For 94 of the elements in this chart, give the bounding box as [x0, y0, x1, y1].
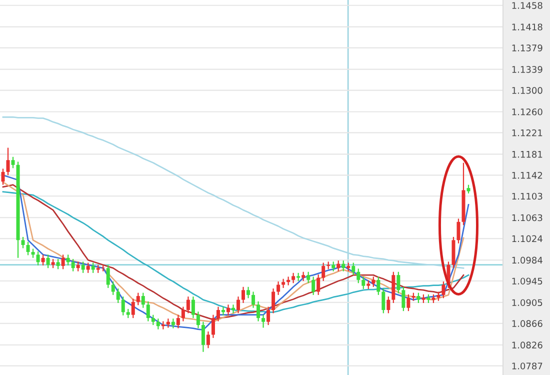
candlestick [262, 314, 266, 328]
y-tick-label: 1.1063 [512, 214, 542, 222]
y-tick-label: 1.0984 [512, 256, 542, 264]
candlestick [242, 286, 246, 304]
candlestick [236, 296, 240, 314]
candlestick [56, 258, 60, 270]
y-tick-label: 1.1221 [512, 129, 542, 136]
candlestick [226, 304, 230, 316]
candlestick [352, 262, 356, 276]
candlestick [196, 311, 200, 329]
candlestick [6, 147, 10, 176]
candlestick [31, 248, 35, 258]
candlestick [386, 296, 390, 314]
candlestick [201, 321, 205, 352]
candlestick [166, 318, 170, 328]
candlestick [396, 271, 400, 294]
candlestick [176, 314, 180, 329]
candlestick [372, 276, 376, 288]
candlestick [266, 306, 270, 326]
candlestick [336, 260, 340, 272]
candlestick [191, 296, 195, 319]
candlestick [121, 296, 125, 316]
candlestick [211, 314, 215, 338]
candlestick [436, 291, 440, 302]
candlestick [382, 288, 386, 314]
candlestick [41, 254, 45, 266]
candlestick [306, 271, 310, 284]
candlestick [406, 294, 410, 312]
y-tick-label: 1.0787 [512, 362, 542, 370]
candlestick [456, 218, 460, 244]
candlestick [402, 286, 406, 312]
candlestick [376, 276, 380, 296]
y-tick-label: 1.1458 [512, 2, 542, 9]
candlestick [342, 260, 346, 272]
candlestick [131, 298, 135, 319]
candlestick [256, 300, 260, 322]
y-tick-label: 1.1300 [512, 86, 542, 94]
candlestick [171, 318, 175, 329]
candlestick [141, 292, 145, 308]
candlestick [21, 236, 25, 249]
y-tick-label: 1.1260 [512, 108, 542, 116]
candlestick [181, 306, 185, 322]
candlestick [71, 258, 75, 272]
candlestick [442, 280, 446, 299]
candlestick [111, 280, 115, 296]
candlestick [362, 276, 366, 290]
y-tick-label: 1.0866 [512, 320, 542, 327]
y-tick-label: 1.1024 [512, 235, 542, 242]
candlestick [246, 286, 250, 299]
candlestick [276, 280, 280, 296]
candlestick [206, 330, 210, 349]
candlestick [81, 261, 85, 274]
candlestick [216, 306, 220, 322]
candlestick [322, 262, 326, 282]
candlestick [302, 271, 306, 282]
candlestick [332, 261, 336, 272]
candlestick [36, 250, 40, 266]
y-tick-label: 1.1379 [512, 44, 542, 52]
candlestick [316, 274, 320, 296]
candlestick [292, 272, 296, 284]
candlestick [106, 264, 110, 289]
candlestick [46, 254, 50, 269]
candlestick [26, 241, 30, 256]
candlestick [151, 314, 155, 326]
candlestick [416, 292, 420, 304]
candlestick [252, 291, 256, 308]
candlestick [146, 300, 150, 322]
candlestick [136, 292, 140, 306]
candlestick [221, 306, 225, 316]
candlestick [156, 318, 160, 330]
candlestick [186, 296, 190, 314]
candlestick [86, 262, 90, 274]
candlestick [312, 276, 316, 296]
y-tick-label: 1.1418 [512, 24, 542, 30]
y-tick-label: 1.1103 [512, 192, 542, 200]
y-tick-label: 1.1181 [512, 150, 542, 158]
candlestick [1, 168, 5, 186]
candlestick [126, 308, 130, 319]
candlestick [51, 258, 55, 269]
candlestick [66, 254, 70, 266]
y-tick-label: 1.0945 [512, 278, 542, 285]
candlestick [282, 278, 286, 289]
candlestick [11, 156, 15, 169]
candlestick [61, 254, 65, 270]
candlestick [231, 304, 235, 314]
candlestick [76, 261, 80, 272]
y-tick-label: 1.1142 [512, 172, 542, 179]
y-tick-label: 1.1339 [512, 66, 542, 73]
candlestick [356, 268, 360, 284]
candlestick [116, 288, 120, 304]
y-tick-label: 1.0905 [512, 299, 542, 306]
y-tick-label: 1.0826 [512, 342, 542, 348]
candlestick [91, 262, 95, 274]
candlestick [272, 288, 276, 314]
